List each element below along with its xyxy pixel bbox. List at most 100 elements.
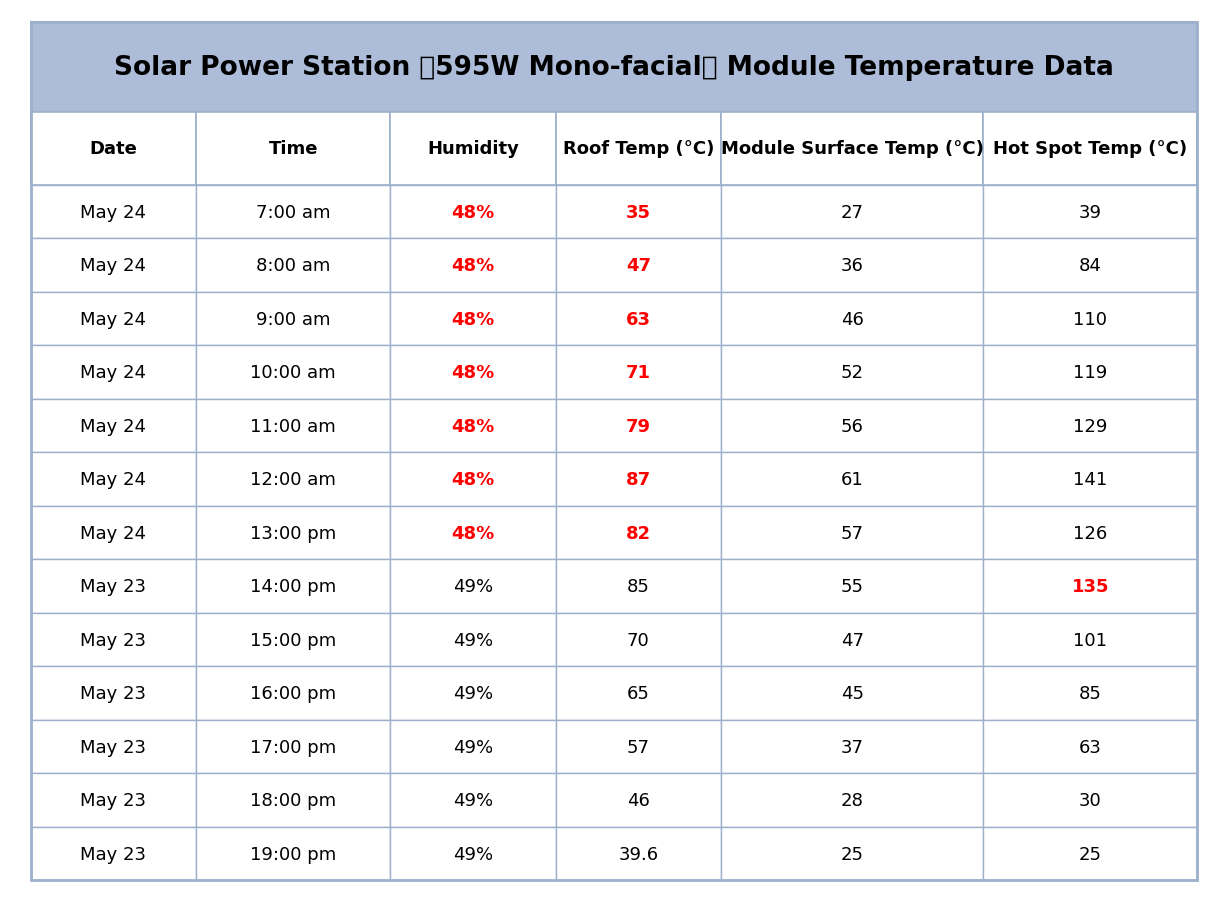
Text: 19:00 pm: 19:00 pm [251, 844, 336, 862]
Bar [984, 293, 1197, 346]
Text: 46: 46 [626, 791, 650, 809]
Text: 7:00 am: 7:00 am [255, 203, 330, 221]
Bar [196, 827, 391, 880]
Bar [984, 452, 1197, 507]
Bar [721, 666, 984, 720]
Bar [391, 560, 555, 613]
Bar [196, 186, 391, 239]
Text: 25: 25 [841, 844, 863, 862]
Bar [196, 613, 391, 666]
Text: May 24: May 24 [80, 203, 146, 221]
Text: May 24: May 24 [80, 364, 146, 382]
Text: 48%: 48% [452, 203, 495, 221]
Bar [555, 613, 721, 666]
Bar [196, 346, 391, 399]
Bar [721, 827, 984, 880]
Bar [196, 560, 391, 613]
Bar [391, 113, 555, 185]
Text: 9:00 am: 9:00 am [255, 311, 330, 328]
Bar [391, 774, 555, 827]
Bar [31, 613, 196, 666]
Text: 49%: 49% [453, 791, 494, 809]
Text: 85: 85 [1079, 684, 1102, 703]
Bar [984, 399, 1197, 452]
Text: 82: 82 [626, 524, 651, 542]
Bar [391, 666, 555, 720]
Text: 39: 39 [1079, 203, 1102, 221]
Bar [721, 613, 984, 666]
Bar [555, 560, 721, 613]
Bar [31, 560, 196, 613]
Text: 57: 57 [841, 524, 863, 542]
Text: May 24: May 24 [80, 524, 146, 542]
Text: 27: 27 [841, 203, 863, 221]
Text: May 24: May 24 [80, 311, 146, 328]
Text: May 23: May 23 [80, 738, 146, 756]
Bar [984, 186, 1197, 239]
Text: 119: 119 [1073, 364, 1108, 382]
Text: 16:00 pm: 16:00 pm [251, 684, 336, 703]
Text: Hot Spot Temp (°C): Hot Spot Temp (°C) [993, 140, 1187, 158]
Text: 18:00 pm: 18:00 pm [251, 791, 336, 809]
Text: 84: 84 [1079, 256, 1102, 275]
Text: Solar Power Station （595W Mono-facial） Module Temperature Data: Solar Power Station （595W Mono-facial） M… [114, 54, 1114, 80]
Bar [721, 113, 984, 185]
Bar [555, 186, 721, 239]
Text: 126: 126 [1073, 524, 1108, 542]
Text: May 23: May 23 [80, 631, 146, 649]
Bar [31, 239, 196, 293]
Bar [984, 774, 1197, 827]
Text: Module Surface Temp (°C): Module Surface Temp (°C) [721, 140, 984, 158]
Bar [31, 507, 196, 560]
Bar [391, 293, 555, 346]
Text: 61: 61 [841, 470, 863, 489]
Text: 65: 65 [626, 684, 650, 703]
Bar [555, 720, 721, 774]
Text: 13:00 pm: 13:00 pm [251, 524, 336, 542]
Text: 15:00 pm: 15:00 pm [251, 631, 336, 649]
Bar [391, 239, 555, 293]
Text: 49%: 49% [453, 631, 494, 649]
Bar [721, 346, 984, 399]
Text: 10:00 am: 10:00 am [251, 364, 336, 382]
Bar [721, 507, 984, 560]
Text: May 23: May 23 [80, 684, 146, 703]
Text: 30: 30 [1079, 791, 1102, 809]
Text: 63: 63 [626, 311, 651, 328]
Text: 28: 28 [841, 791, 863, 809]
Bar [984, 666, 1197, 720]
Bar [31, 399, 196, 452]
Text: May 23: May 23 [80, 577, 146, 595]
Text: 17:00 pm: 17:00 pm [251, 738, 336, 756]
Bar [721, 560, 984, 613]
Text: 87: 87 [626, 470, 651, 489]
Bar [391, 613, 555, 666]
Text: May 23: May 23 [80, 844, 146, 862]
Bar [31, 23, 1197, 113]
Text: 129: 129 [1073, 417, 1108, 435]
Text: 56: 56 [841, 417, 863, 435]
Bar [721, 774, 984, 827]
Bar [721, 293, 984, 346]
Bar [391, 399, 555, 452]
Text: 101: 101 [1073, 631, 1108, 649]
Bar [391, 507, 555, 560]
Bar [555, 507, 721, 560]
Bar [984, 346, 1197, 399]
Text: May 23: May 23 [80, 791, 146, 809]
Bar [31, 346, 196, 399]
Bar [31, 666, 196, 720]
Bar [31, 774, 196, 827]
Text: 49%: 49% [453, 577, 494, 595]
Text: 48%: 48% [452, 417, 495, 435]
Text: 48%: 48% [452, 256, 495, 275]
Bar [31, 452, 196, 507]
Text: 49%: 49% [453, 844, 494, 862]
Bar [196, 666, 391, 720]
Bar [391, 452, 555, 507]
Text: 48%: 48% [452, 311, 495, 328]
Text: 79: 79 [626, 417, 651, 435]
Bar [555, 113, 721, 185]
Bar [555, 399, 721, 452]
Text: 48%: 48% [452, 470, 495, 489]
